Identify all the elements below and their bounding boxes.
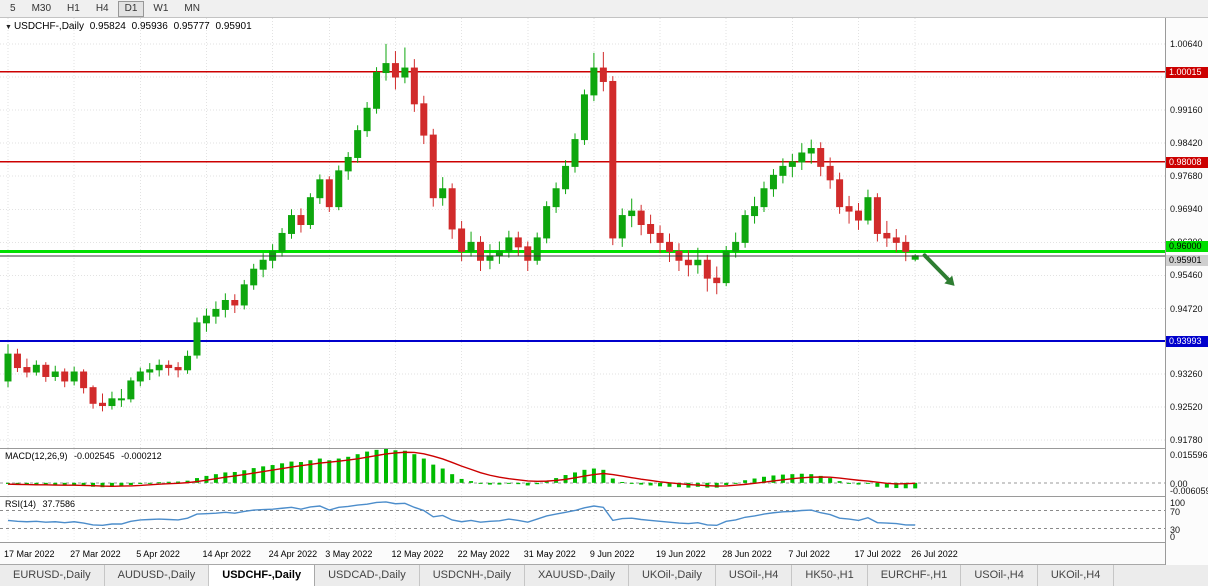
chart-tabs-bar: EURUSD-,Daily AUDUSD-,Daily USDCHF-,Daily U… (0, 564, 1208, 586)
price-tick: 1.00640 (1170, 38, 1203, 49)
price-badge: 1.00015 (1166, 66, 1208, 78)
rsi-scale-tick: 30 (1170, 524, 1181, 535)
price-tick: 0.92520 (1170, 401, 1203, 412)
chart-ohlc-info: ▼ USDCHF-,Daily 0.95824 0.95936 0.95777 0… (5, 21, 255, 32)
macd-scale-tick: -0.006059 (1170, 486, 1208, 496)
date-label: 17 Mar 2022 (4, 549, 55, 559)
chart-tab-usdchf-daily[interactable]: USDCHF-,Daily (209, 565, 316, 586)
rsi-scale-tick: 100 (1170, 498, 1186, 508)
date-label: 3 May 2022 (325, 549, 373, 559)
price-tick: 0.97680 (1170, 171, 1203, 182)
chart-tab-eurusd-daily[interactable]: EURUSD-,Daily (0, 565, 105, 586)
date-label: 19 Jun 2022 (656, 549, 706, 559)
rsi-indicator-label: RSI(14) 37.7586 (5, 499, 79, 509)
chart-tab-usoil-h4[interactable]: USOil-,H4 (961, 565, 1038, 586)
chart-tab-hk50-h1[interactable]: HK50-,H1 (792, 565, 868, 586)
chart-tab-eurchf-h1[interactable]: EURCHF-,H1 (868, 565, 962, 586)
chart-low-value: 0.95777 (173, 21, 210, 32)
price-scale[interactable]: 1.006400.991600.984200.976800.969400.962… (1165, 18, 1208, 565)
price-badge: 0.98008 (1166, 156, 1208, 168)
timeframe-toolbar: 5 M30 H1 H4 D1 W1 MN (0, 0, 1208, 18)
candlestick-chart-canvas[interactable] (0, 18, 1165, 448)
date-label: 26 Jul 2022 (911, 549, 958, 559)
macd-value: -0.002545 (74, 451, 115, 461)
chart-tab-usoil-h4[interactable]: USOil-,H4 (716, 565, 793, 586)
date-label: 31 May 2022 (523, 549, 576, 559)
timeframe-button-d1[interactable]: D1 (117, 0, 145, 17)
date-label: 28 Jun 2022 (722, 549, 772, 559)
date-label: 24 Apr 2022 (268, 549, 318, 559)
chart-symbol-label: USDCHF-,Daily (13, 21, 84, 32)
rsi-value: 37.7586 (42, 499, 76, 509)
macd-scale-tick: 0.015596 (1170, 450, 1208, 460)
date-label: 27 Mar 2022 (70, 549, 121, 559)
price-tick: 0.96940 (1170, 204, 1203, 215)
macd-signal-value: -0.000212 (121, 451, 162, 461)
macd-name: MACD(12,26,9) (5, 451, 68, 461)
timeframe-button-m30[interactable]: M30 (31, 2, 52, 14)
date-label: 5 Apr 2022 (136, 549, 180, 559)
price-tick: 0.93260 (1170, 368, 1203, 379)
rsi-scale-tick: 70 (1170, 506, 1181, 517)
chart-tab-ukoil-h4[interactable]: UKOil-,H4 (1038, 565, 1115, 586)
chart-close-value: 0.95901 (215, 21, 252, 32)
price-badge: 0.95901 (1166, 254, 1208, 266)
chart-open-value: 0.95824 (89, 21, 126, 32)
date-label: 14 Apr 2022 (202, 549, 251, 559)
price-tick: 0.95460 (1170, 270, 1203, 281)
timeframe-button-5[interactable]: 5 (10, 2, 16, 14)
timeframe-button-w1[interactable]: W1 (153, 2, 169, 14)
price-tick: 0.99160 (1170, 105, 1203, 116)
chart-tab-ukoil-daily[interactable]: UKOil-,Daily (629, 565, 716, 586)
chart-high-value: 0.95936 (131, 21, 168, 32)
chart-dropdown-icon[interactable]: ▼ (5, 24, 12, 31)
panel-divider (0, 448, 1208, 449)
chart-tab-audusd-daily[interactable]: AUDUSD-,Daily (105, 565, 210, 586)
rsi-panel-canvas[interactable] (0, 497, 1165, 542)
date-label: 7 Jul 2022 (788, 549, 830, 559)
timeframe-button-h1[interactable]: H1 (67, 2, 80, 14)
price-badge: 0.93993 (1166, 336, 1208, 348)
price-tick: 0.91780 (1170, 434, 1203, 445)
panel-divider (0, 542, 1208, 543)
macd-panel-canvas[interactable] (0, 449, 1165, 496)
chart-tab-usdcad-daily[interactable]: USDCAD-,Daily (315, 565, 420, 586)
date-label: 9 Jun 2022 (589, 549, 635, 559)
timeframe-button-h4[interactable]: H4 (95, 2, 109, 14)
date-label: 22 May 2022 (457, 549, 510, 559)
date-label: 17 Jul 2022 (854, 549, 902, 559)
price-badge: 0.96000 (1166, 241, 1208, 253)
macd-scale-tick: 0.00 (1170, 478, 1188, 489)
rsi-scale-tick: 0 (1170, 532, 1176, 542)
date-label: 12 May 2022 (391, 549, 444, 559)
chart-tab-xauusd-daily[interactable]: XAUUSD-,Daily (525, 565, 629, 586)
time-axis[interactable]: 17 Mar 2022 27 Mar 2022 5 Apr 2022 14 Apr 2… (0, 543, 1165, 565)
down-arrow-annotation (922, 253, 951, 282)
panel-divider (0, 496, 1208, 497)
price-tick: 0.94720 (1170, 303, 1203, 314)
chart-window: ▼ USDCHF-,Daily 0.95824 0.95936 0.95777 0… (0, 18, 1208, 565)
macd-indicator-label: MACD(12,26,9) -0.002545 -0.000212 (5, 451, 166, 461)
chart-tab-usdcnh-daily[interactable]: USDCNH-,Daily (420, 565, 525, 586)
timeframe-button-mn[interactable]: MN (184, 2, 200, 14)
price-tick: 0.98420 (1170, 138, 1203, 149)
rsi-name: RSI(14) (5, 499, 37, 509)
